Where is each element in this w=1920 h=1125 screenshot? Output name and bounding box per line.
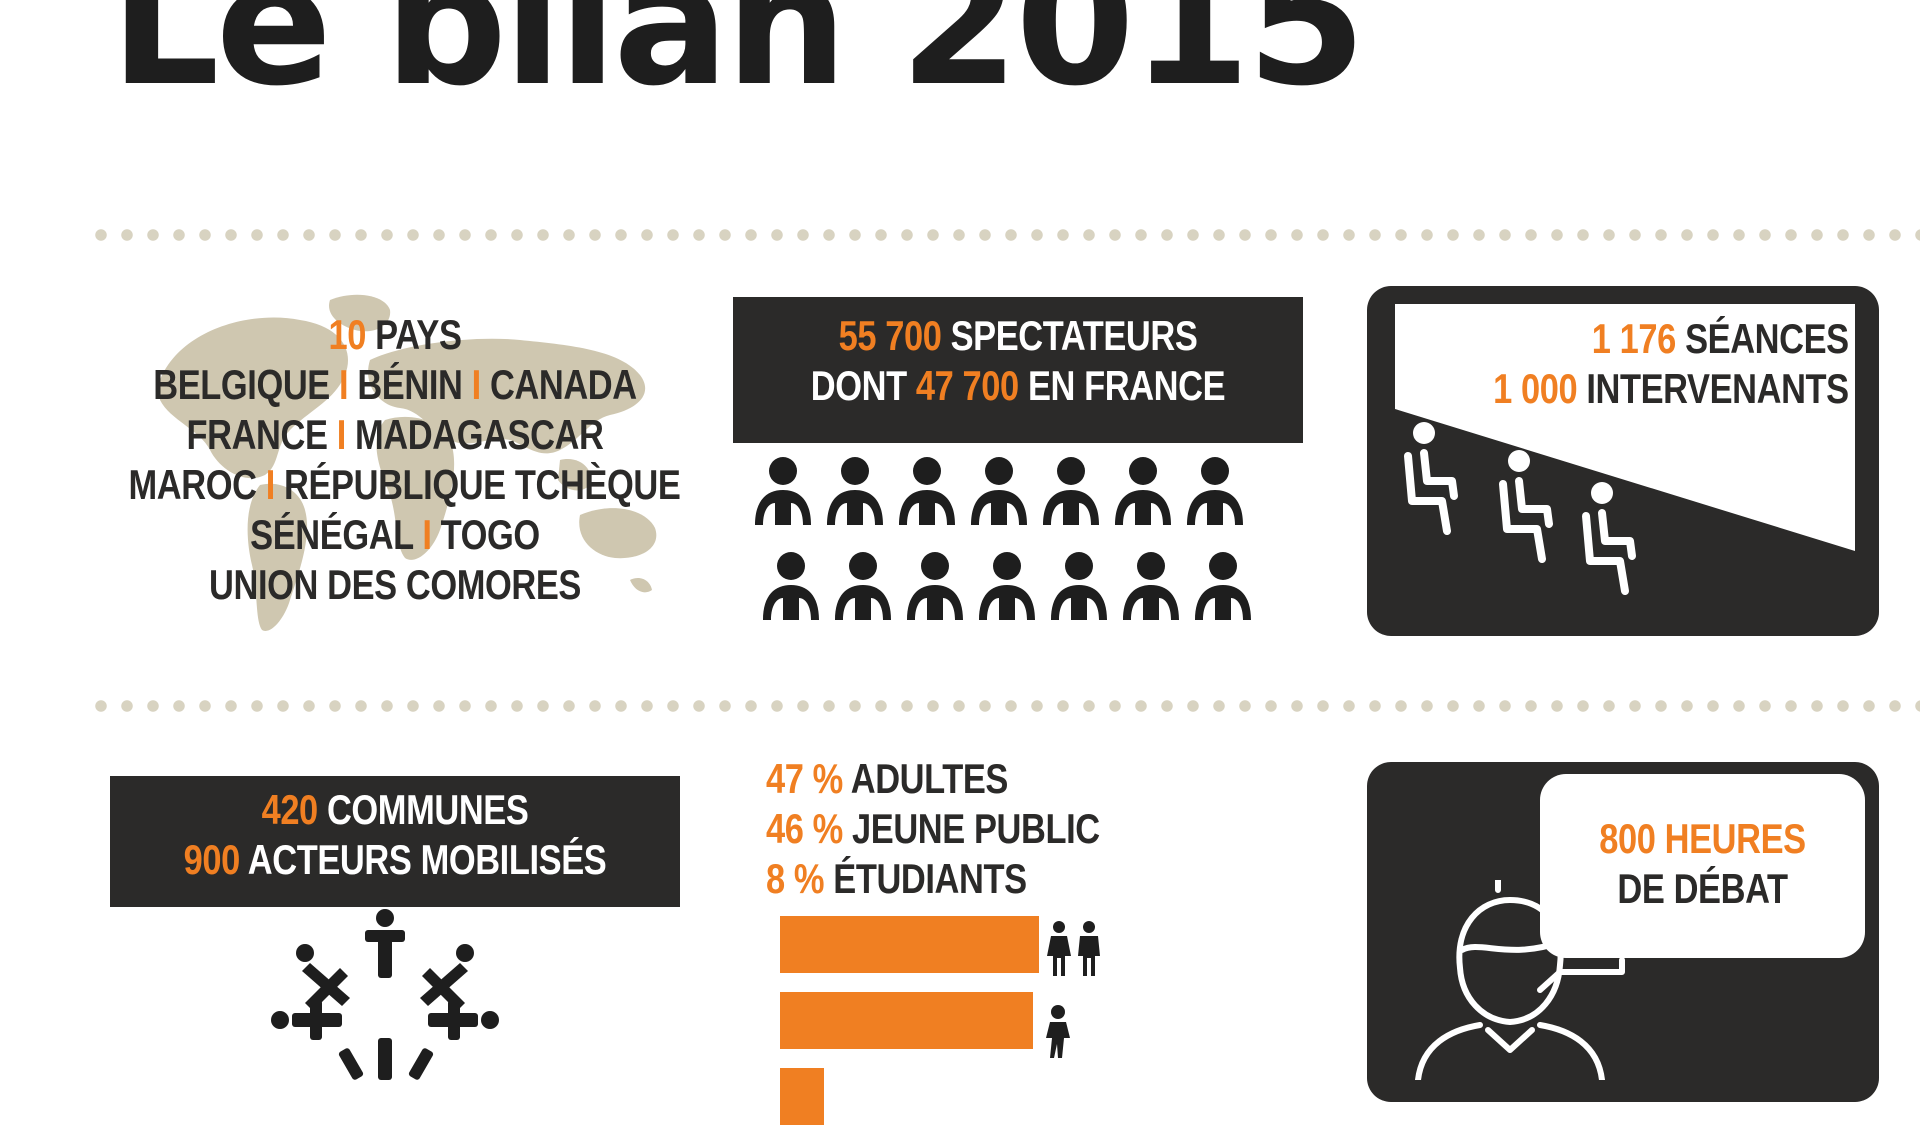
audience-icon	[755, 457, 1251, 620]
sessions-text: 1 176 SÉANCES 1 000 INTERVENANTS	[1493, 314, 1849, 414]
audience-row: 8 % ÉTUDIANTS	[766, 854, 1100, 904]
audience-pct: 46 %	[766, 805, 843, 852]
country-name: UNION DES COMORES	[209, 561, 581, 608]
actors-label: ACTEURS MOBILISÉS	[247, 836, 607, 883]
seances-label: SÉANCES	[1685, 315, 1849, 362]
speakers-label: INTERVENANTS	[1586, 365, 1850, 412]
separator: I	[471, 361, 482, 408]
country-name: CANADA	[489, 361, 637, 408]
country-name: FRANCE	[186, 411, 328, 458]
countries-count: 10	[328, 311, 366, 358]
countries-row: FRANCE I MADAGASCAR	[129, 410, 662, 460]
separator: I	[422, 511, 432, 558]
audience-label: JEUNE PUBLIC	[852, 805, 1100, 852]
world-map-icon	[160, 294, 657, 631]
communes-text: 420 COMMUNES 900 ACTEURS MOBILISÉS	[161, 785, 628, 885]
country-name: SÉNÉGAL	[250, 511, 414, 558]
debate-hours: 800 HEURES	[1599, 815, 1806, 862]
countries-count-label: PAYS	[375, 311, 462, 358]
audience-bar	[780, 992, 1033, 1049]
audience-row: 47 % ADULTES	[766, 754, 1100, 804]
countries-row: SÉNÉGAL I TOGO	[129, 510, 662, 560]
country-name: MAROC	[128, 461, 257, 508]
spectators-text: 55 700 SPECTATEURS DONT 47 700 EN FRANCE	[784, 311, 1251, 411]
debate-label: DE DÉBAT	[1617, 865, 1788, 912]
communes-count: 420	[261, 786, 319, 833]
sessions-panel: 1 176 SÉANCES 1 000 INTERVENANTS	[1367, 286, 1879, 636]
dotted-divider	[88, 700, 1920, 712]
dotted-divider	[88, 229, 1920, 241]
child-icon	[1046, 1005, 1070, 1058]
countries-row: MAROC I RÉPUBLIQUE TCHÈQUE	[128, 460, 681, 510]
debate-bubble: 800 HEURES DE DÉBAT	[1540, 774, 1865, 958]
separator: I	[265, 461, 276, 508]
separator: I	[336, 411, 347, 458]
country-name: BELGIQUE	[153, 361, 330, 408]
spectators-box: 55 700 SPECTATEURS DONT 47 700 EN FRANCE	[733, 297, 1303, 443]
audience-row: 46 % JEUNE PUBLIC	[766, 804, 1100, 854]
audience-pct: 8 %	[766, 855, 825, 902]
speakers-count: 1 000	[1493, 365, 1578, 412]
countries-block: 10 PAYS BELGIQUE I BÉNIN I CANADA FRANCE…	[70, 310, 720, 610]
audience-pct: 47 %	[766, 755, 843, 802]
countries-row: BELGIQUE I BÉNIN I CANADA	[129, 360, 662, 410]
country-name: RÉPUBLIQUE TCHÈQUE	[284, 461, 681, 508]
audience-bar	[780, 1068, 824, 1125]
spectators-france-label: EN FRANCE	[1027, 362, 1226, 409]
audience-bar	[780, 916, 1039, 973]
audience-label: ÉTUDIANTS	[833, 855, 1027, 902]
spectators-total: 55 700	[838, 312, 942, 359]
page-title: Le bilan 2015	[110, 0, 1366, 124]
screen-shape	[1395, 304, 1855, 551]
countries-row: UNION DES COMORES	[129, 560, 662, 610]
audience-label: ADULTES	[850, 755, 1009, 802]
countries-count-line: 10 PAYS	[129, 310, 662, 360]
separator: I	[339, 361, 349, 408]
communes-box: 420 COMMUNES 900 ACTEURS MOBILISÉS	[110, 776, 680, 907]
seated-people-icon	[1404, 422, 1636, 595]
audience-split-text: 47 % ADULTES 46 % JEUNE PUBLIC 8 % ÉTUDI…	[766, 754, 1100, 904]
spectators-france: 47 700	[915, 362, 1019, 409]
country-name: BÉNIN	[357, 361, 463, 408]
debate-text: 800 HEURES DE DÉBAT	[1569, 814, 1836, 914]
country-name: MADAGASCAR	[355, 411, 604, 458]
circle-of-people-icon	[271, 909, 499, 1080]
seances-count: 1 176	[1592, 315, 1677, 362]
spectators-label: SPECTATEURS	[950, 312, 1198, 359]
spectators-prefix: DONT	[810, 362, 907, 409]
country-name: TOGO	[440, 511, 541, 558]
adults-icon	[1047, 921, 1100, 976]
actors-count: 900	[183, 836, 241, 883]
communes-label: COMMUNES	[326, 786, 529, 833]
